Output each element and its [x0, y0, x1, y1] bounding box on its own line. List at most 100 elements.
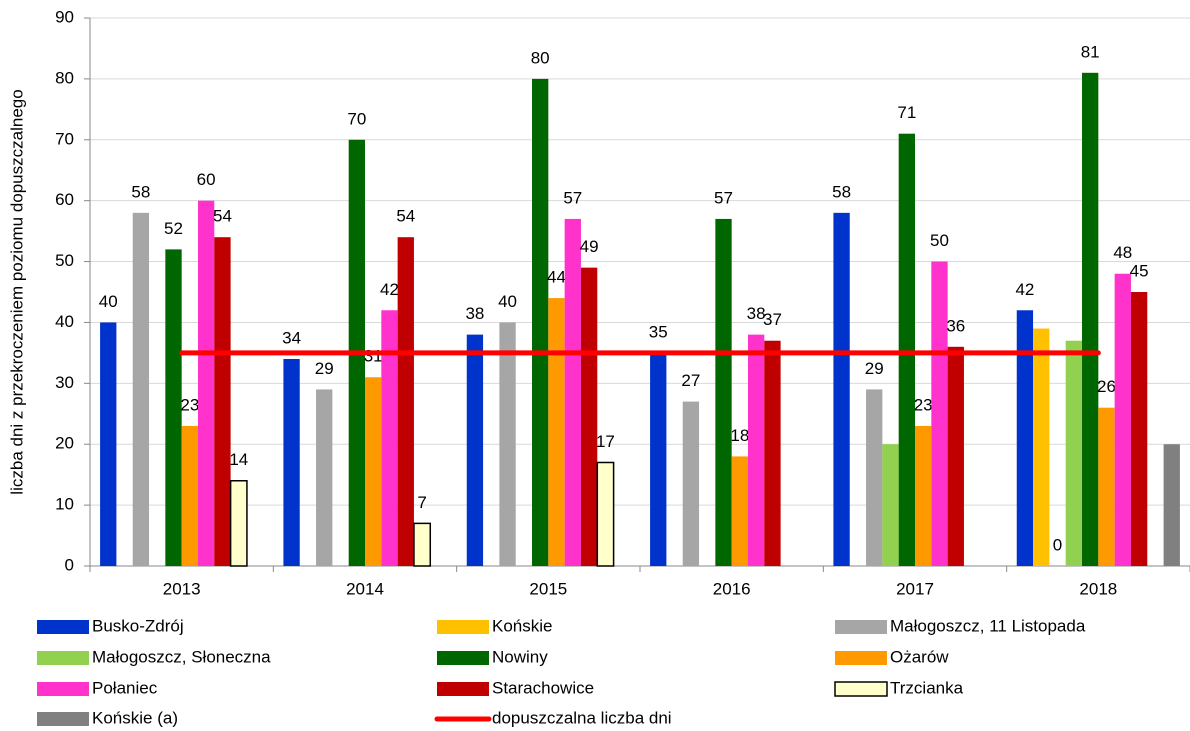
bar — [898, 133, 915, 566]
data-label: 7 — [417, 493, 426, 512]
bar — [132, 212, 150, 566]
data-label: 36 — [946, 316, 965, 335]
legend-label: Ożarów — [890, 647, 949, 666]
data-label: 44 — [547, 268, 566, 287]
bar — [1130, 292, 1148, 566]
data-label: 29 — [865, 359, 884, 378]
bar — [580, 267, 598, 566]
legend-swatch — [437, 651, 489, 665]
legend-swatch — [37, 712, 89, 726]
data-label: 60 — [197, 170, 216, 189]
bar — [466, 334, 484, 566]
bar — [548, 298, 565, 566]
bar — [381, 310, 398, 566]
data-label: 49 — [580, 237, 599, 256]
bar — [866, 389, 883, 566]
data-label: 0 — [1053, 535, 1062, 554]
data-label: 18 — [730, 426, 749, 445]
legend-swatch — [437, 620, 489, 634]
bar — [214, 237, 231, 566]
bar — [100, 322, 117, 566]
y-tick-label: 0 — [65, 555, 74, 574]
bar — [1082, 72, 1099, 567]
bar — [947, 346, 964, 566]
bar — [931, 261, 948, 566]
y-tick-label: 40 — [55, 312, 74, 331]
data-label: 23 — [180, 395, 199, 414]
legend-label: Trzcianka — [890, 678, 964, 697]
data-label: 70 — [347, 109, 366, 128]
bar — [499, 322, 516, 566]
bar — [882, 444, 899, 566]
bar — [564, 218, 581, 566]
bar — [1016, 310, 1034, 566]
bar — [397, 237, 414, 566]
bar — [197, 200, 215, 566]
bar — [682, 401, 700, 566]
data-label: 14 — [229, 450, 248, 469]
legend-swatch — [835, 651, 887, 665]
y-tick-label: 90 — [55, 7, 74, 26]
bar — [1033, 328, 1050, 566]
data-label: 52 — [164, 219, 183, 238]
x-tick-label: 2016 — [713, 579, 751, 598]
bar — [650, 352, 667, 566]
data-label: 58 — [131, 182, 150, 201]
legend-swatch — [834, 681, 888, 697]
data-label: 23 — [914, 395, 933, 414]
bar — [229, 480, 248, 567]
data-label: 54 — [213, 207, 232, 226]
data-label: 58 — [832, 182, 851, 201]
data-label: 57 — [563, 188, 582, 207]
data-label: 54 — [396, 207, 415, 226]
bar — [165, 249, 182, 566]
bar — [1065, 340, 1083, 566]
legend-label: Starachowice — [492, 678, 594, 697]
data-label: 71 — [897, 103, 916, 122]
legend-label: Końskie — [492, 616, 552, 635]
legend-label: Busko-Zdrój — [92, 616, 184, 635]
y-tick-label: 30 — [55, 373, 74, 392]
data-label: 40 — [498, 292, 517, 311]
data-label: 81 — [1081, 42, 1100, 61]
bar — [1114, 273, 1131, 566]
legend-label: Połaniec — [92, 678, 158, 697]
legend-swatch — [835, 620, 887, 634]
legend-label: Małogoszcz, Słoneczna — [92, 647, 271, 666]
legend-label: Końskie (a) — [92, 708, 178, 727]
x-tick-label: 2018 — [1079, 579, 1117, 598]
legend-swatch — [37, 620, 89, 634]
bar — [283, 358, 300, 566]
y-tick-label: 20 — [55, 434, 74, 453]
bar — [833, 212, 850, 566]
data-label: 38 — [747, 304, 766, 323]
legend-label: dopuszczalna liczba dni — [492, 708, 672, 727]
data-label: 34 — [282, 328, 301, 347]
y-tick-label: 70 — [55, 129, 74, 148]
y-tick-label: 50 — [55, 251, 74, 270]
data-label: 29 — [315, 359, 334, 378]
data-label: 38 — [465, 304, 484, 323]
bar — [764, 340, 781, 566]
data-label: 50 — [930, 231, 949, 250]
y-tick-label: 80 — [55, 68, 74, 87]
y-tick-label: 60 — [55, 190, 74, 209]
bar — [731, 456, 748, 566]
data-label: 27 — [681, 371, 700, 390]
data-label: 35 — [649, 322, 668, 341]
legend-swatch — [37, 682, 89, 696]
x-tick-label: 2015 — [529, 579, 567, 598]
data-label: 45 — [1130, 261, 1149, 280]
legend-swatch — [37, 651, 89, 665]
legend-label: Małogoszcz, 11 Listopada — [890, 616, 1086, 635]
bar — [1163, 444, 1180, 566]
x-tick-label: 2017 — [896, 579, 934, 598]
y-axis-title: liczba dni z przekroczeniem poziomu dopu… — [7, 89, 26, 494]
data-label: 31 — [364, 347, 383, 366]
x-tick-label: 2014 — [346, 579, 384, 598]
bar — [413, 522, 432, 567]
bar — [1098, 407, 1115, 566]
bar — [747, 334, 765, 566]
data-label: 80 — [531, 48, 550, 67]
